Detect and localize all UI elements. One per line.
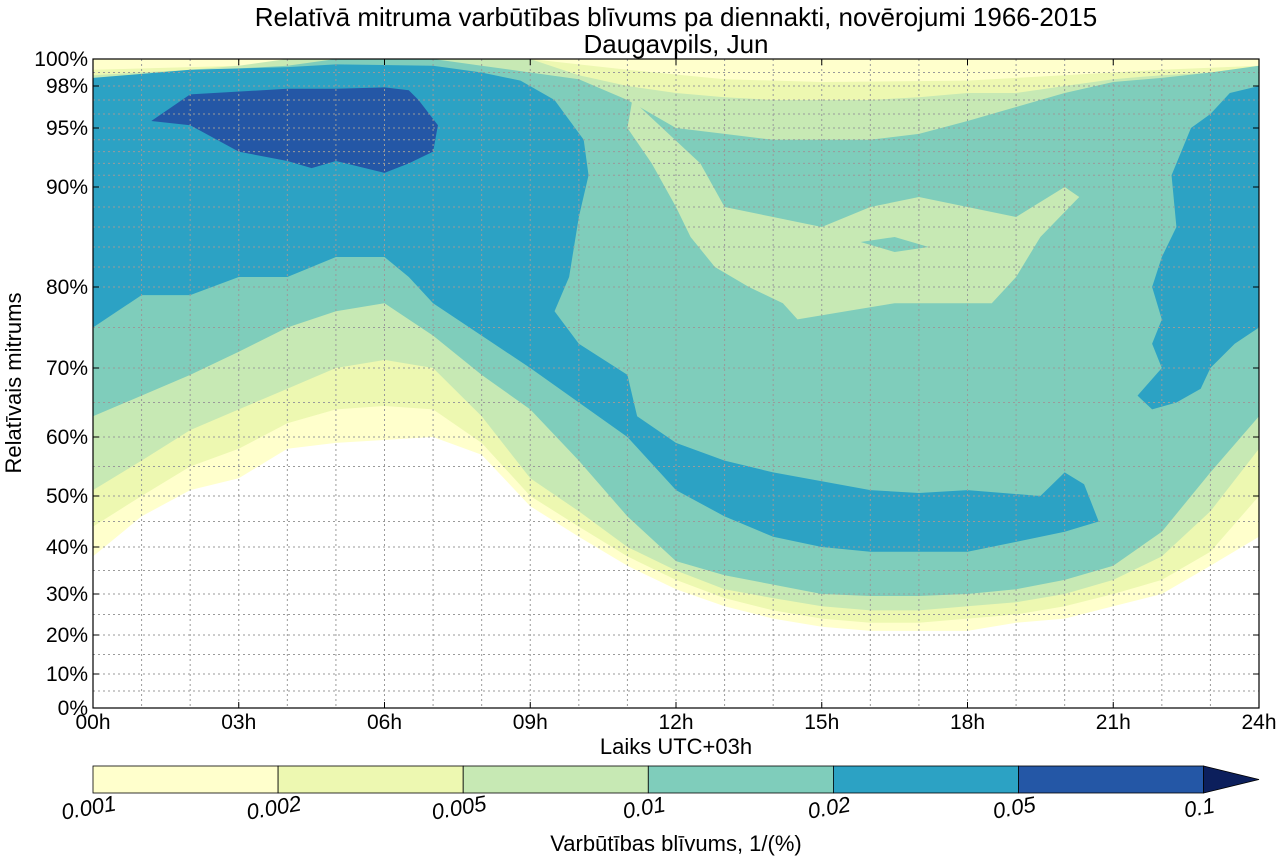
colorbar-tick-label: 0.001 [59, 791, 118, 825]
y-tick-label: 30% [46, 583, 88, 606]
y-tick-label: 20% [46, 624, 88, 647]
y-tick-label: 10% [46, 663, 88, 686]
x-tick-label: 18h [950, 711, 985, 734]
x-tick-label: 09h [513, 711, 548, 734]
y-tick-label: 60% [46, 426, 88, 449]
colorbar-label: Varbūtības blīvums, 1/(%) [550, 831, 801, 856]
colorbar-tick-label: 0.02 [806, 792, 853, 824]
contour-band-005 [151, 87, 438, 173]
colorbar-segment [92, 765, 279, 794]
colorbar-extend-arrow [1203, 765, 1260, 794]
x-tick-label: 21h [1096, 711, 1131, 734]
colorbar-segment [462, 765, 649, 794]
colorbar-tick-label: 0.05 [991, 791, 1038, 823]
y-tick-label: 90% [46, 176, 88, 199]
colorbar [92, 765, 1260, 794]
y-tick-label: 100% [34, 48, 88, 71]
y-tick-label: 80% [46, 276, 88, 299]
y-tick-label: 70% [46, 357, 88, 380]
x-tick-label: 12h [658, 711, 693, 734]
colorbar-tick-label: 0.01 [621, 792, 668, 824]
contour-band-002-right [1137, 86, 1259, 410]
x-tick-label: 24h [1241, 711, 1276, 734]
x-tick-label: 03h [221, 711, 256, 734]
x-tick-label: 00h [75, 711, 110, 734]
chart-subtitle: Daugavpils, Jun [584, 29, 769, 59]
contour-hole-0005 [627, 100, 1080, 320]
y-tick-label: 50% [46, 485, 88, 508]
colorbar-segment [277, 765, 464, 794]
colorbar-tick-label: 0.002 [245, 791, 304, 825]
colorbar-tick-label: 0.1 [1182, 793, 1216, 823]
chart-title: Relatīvā mitruma varbūtības blīvums pa d… [255, 2, 1098, 32]
y-tick-label: 95% [46, 117, 88, 140]
y-tick-label: 0% [58, 697, 88, 720]
x-tick-label: 06h [367, 711, 402, 734]
contour-island-001 [860, 237, 929, 252]
y-tick-label: 98% [46, 75, 88, 98]
grid-lines [93, 59, 1259, 708]
colorbar-segment [833, 765, 1019, 794]
x-tick-label: 15h [804, 711, 839, 734]
y-axis-label: Relatīvais mitrums [1, 293, 26, 474]
colorbar-segment [1018, 765, 1205, 794]
colorbar-segment [647, 765, 834, 794]
x-axis-label: Laiks UTC+03h [600, 734, 752, 759]
colorbar-tick-label: 0.005 [430, 790, 489, 824]
y-tick-label: 40% [46, 536, 88, 559]
contour-band-002-left [93, 64, 1099, 552]
